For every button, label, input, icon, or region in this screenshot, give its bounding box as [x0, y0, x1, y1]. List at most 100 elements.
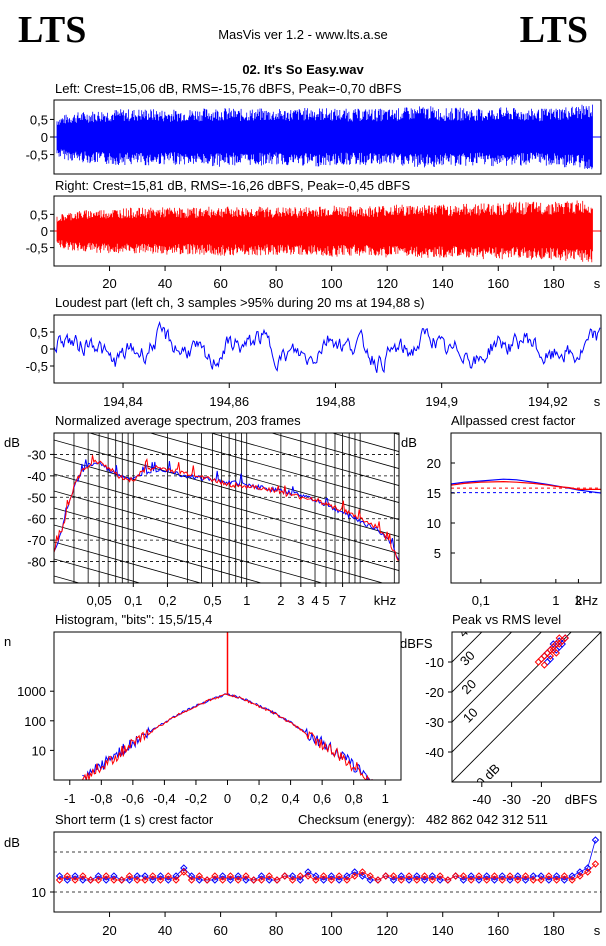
crest-short-point-R [397, 876, 405, 884]
crest-short-point-R [537, 876, 545, 884]
peak-rms-crest-label: 40 [455, 619, 476, 640]
crest-short-xtick-label: 20 [102, 923, 116, 938]
crest-short-point-L [218, 872, 227, 880]
crest-short-point-L [312, 872, 320, 880]
crest-short-point-R [180, 868, 188, 876]
crest-short-point-L [568, 872, 576, 880]
crest-short-point-R [149, 872, 157, 880]
peak-rms-frame [451, 631, 602, 783]
crest-short-point-R [71, 876, 79, 884]
crest-short-point-R [451, 872, 460, 880]
crest-short-point-R [156, 876, 165, 884]
crest-short-point-L [156, 872, 165, 880]
peak-rms-point-L [543, 658, 552, 666]
right-wave-title: Right: Crest=15,81 dB, RMS=-16,26 dBFS, … [55, 178, 411, 193]
crest-short-point-R [211, 872, 219, 880]
peak-rms-point-R [552, 640, 561, 648]
crest-short-xtick-label: 40 [158, 923, 172, 938]
histogram-xtick-label: 0,6 [313, 791, 331, 806]
crest-short-point-L [195, 876, 204, 884]
crest-short-xtick-label: 120 [376, 923, 398, 938]
crest-short-point-L [125, 876, 134, 884]
crest-short-xtick-label: 140 [432, 923, 454, 938]
loudest-xtick-label: 194,92 [528, 394, 568, 409]
peak-rms-crest-label: 0 dB [473, 761, 503, 791]
peak-rms-crest-label: 20 [458, 676, 479, 697]
spectrum-slope [54, 541, 202, 583]
crest-short-xunit: s [594, 923, 601, 938]
spectrum-slope [270, 433, 399, 469]
crest-short-point-L [350, 868, 359, 876]
crest-short-point-L [226, 876, 235, 884]
crest-short-point-R [218, 876, 227, 884]
peak-rms-point-R [537, 655, 546, 663]
spectrum-ytick-label: -40 [27, 469, 46, 484]
loudest-xtick-label: 194,9 [425, 394, 458, 409]
peak-rms-point-R [555, 634, 563, 642]
loudest-frame [53, 314, 602, 384]
spectrum-slope [54, 304, 399, 401]
crest-short-point-R [529, 876, 538, 884]
right-wave-xtick-label: 40 [158, 276, 172, 291]
right-wave-ytick-label: 0,5 [30, 207, 48, 222]
crest-short-point-R [343, 876, 351, 884]
right-wave-xtick-label: 120 [376, 276, 398, 291]
loudest-xtick-label: 194,88 [316, 394, 356, 409]
crest-short-point-L [537, 872, 545, 880]
right-wave-ytick-label: -0,5 [26, 241, 48, 256]
crest-short-point-R [420, 872, 429, 880]
allpass-xtick-label: 2 [575, 593, 582, 608]
right-wave-xtick-label: 60 [213, 276, 227, 291]
spectrum-xtick-label: 0,2 [158, 593, 176, 608]
allpass-series-L [450, 478, 602, 494]
loudest-ytick-label: -0,5 [26, 359, 48, 374]
right-wave-samples [56, 200, 593, 263]
left-wave-group [54, 104, 601, 170]
crest-short-frame [53, 831, 602, 913]
spectrum-slope [331, 433, 399, 452]
crest-short-point-R [467, 876, 475, 884]
spectrum-xtick-label: 5 [322, 593, 329, 608]
crest-short-point-L [242, 876, 250, 884]
crest-short-point-L [110, 872, 118, 880]
crest-short-point-R [63, 872, 72, 880]
spectrum-slope [54, 456, 399, 554]
crest-short-point-R [428, 876, 437, 884]
peak-rms-ytick-label: -10 [425, 655, 444, 670]
spectrum-xtick-label: 0,1 [124, 593, 142, 608]
crest-short-point-R [55, 876, 64, 884]
crest-short-point-R [568, 876, 576, 884]
spectrum-slope [148, 433, 399, 503]
logo-left: LTS [18, 9, 87, 51]
peak-rms-crest-line [452, 632, 483, 663]
histogram-xtick-label: 0,2 [250, 791, 268, 806]
allpass-title: Allpassed crest factor [451, 413, 576, 428]
peak-rms-crest-line [452, 632, 601, 782]
crest-short-point-R [413, 876, 421, 884]
right-wave-xtick-label: 160 [487, 276, 509, 291]
histogram-xtick-label: 0,4 [282, 791, 300, 806]
crest-short-point-R [591, 860, 600, 868]
crest-short-point-R [312, 876, 320, 884]
crest-short-xtick-label: 100 [321, 923, 343, 938]
spectrum-slope [54, 490, 385, 583]
spectrum-slope [54, 627, 399, 724]
allpass-ytick-label: 5 [434, 546, 441, 561]
checksum: Checksum (energy): 482 862 042 312 511 [298, 812, 548, 827]
crest-short-point-R [389, 872, 398, 880]
crest-short-point-L [389, 876, 398, 884]
allpass-ytick-label: 15 [427, 486, 441, 501]
crest-short-point-R [382, 872, 390, 880]
peak-rms-point-L [540, 652, 549, 660]
crest-short-point-L [420, 876, 429, 884]
spectrum-slope [54, 610, 399, 707]
crest-short-point-R [358, 868, 367, 876]
peak-rms-xlabel: dBFS [565, 792, 598, 807]
crest-short-point-R [281, 872, 289, 880]
crest-short-point-L [335, 876, 343, 884]
crest-short-point-R [545, 872, 553, 880]
histogram-ytick-label: 10 [32, 743, 46, 758]
peak-rms-crest-line [452, 632, 543, 723]
histogram-ytick-label: 100 [24, 714, 46, 729]
spectrum-xtick-label: 2 [277, 593, 284, 608]
